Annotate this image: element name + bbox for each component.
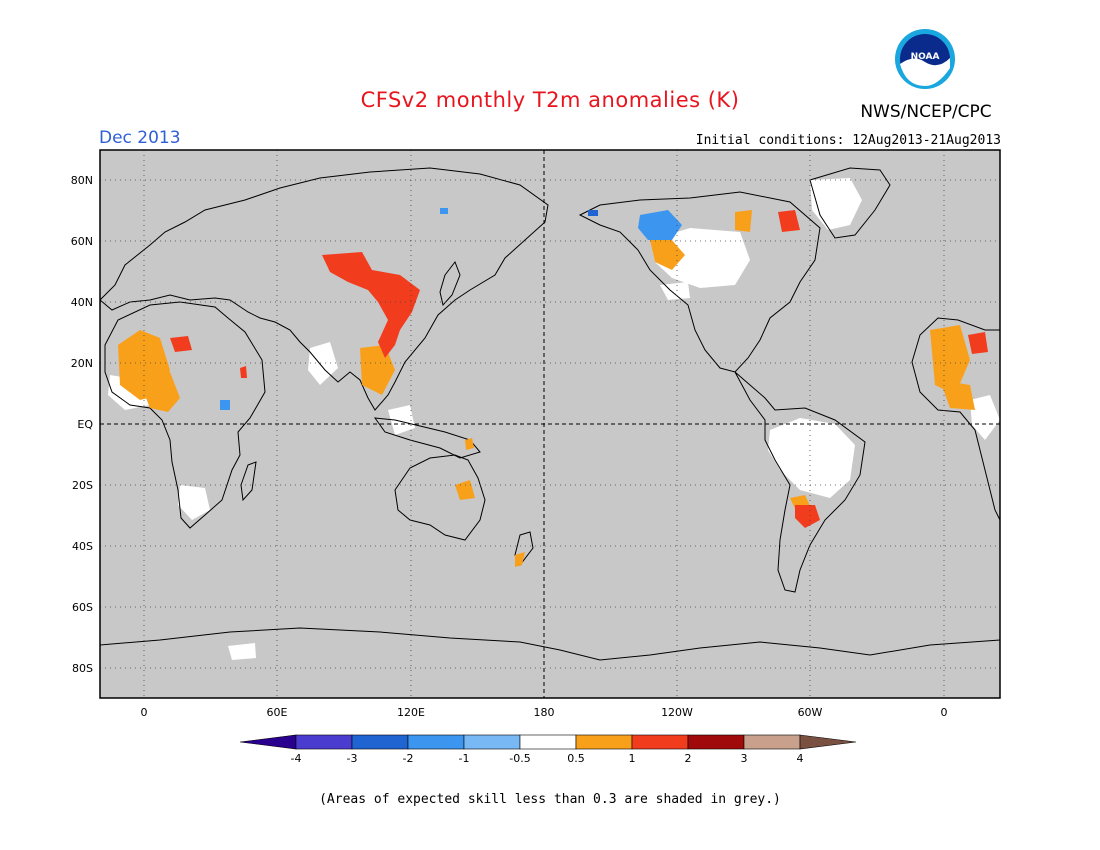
colorbar-swatch [519, 734, 577, 750]
colorbar-arrow-left [239, 734, 297, 750]
lat-label-80n: 80N [71, 174, 93, 187]
lat-label-80s: 80S [72, 662, 93, 675]
initial-conditions-label: Initial conditions: 12Aug2013-21Aug2013 [695, 133, 1001, 148]
colorbar-swatch [575, 734, 633, 750]
colorbar-tick-label: -0.5 [509, 752, 530, 765]
colorbar-tick-label: 4 [797, 752, 804, 765]
lat-label-20s: 20S [72, 479, 93, 492]
colorbar-arrow-right [799, 734, 857, 750]
lon-label-120e: 120E [397, 706, 425, 719]
lat-label-60n: 60N [71, 235, 93, 248]
colorbar-swatch [687, 734, 745, 750]
anomaly-red [170, 210, 988, 528]
colorbar [239, 734, 857, 750]
colorbar-tick-label: -3 [347, 752, 358, 765]
longitude-labels: 0 60E 120E 180 120W 60W 0 [141, 706, 948, 719]
colorbar-tick-label: -1 [459, 752, 470, 765]
svg-text:NOAA: NOAA [911, 52, 940, 62]
colorbar-labels: -4 -3 -2 -1 -0.5 0.5 1 2 3 4 [291, 752, 804, 765]
lat-label-40n: 40N [71, 296, 93, 309]
colorbar-swatch [351, 734, 409, 750]
lat-label-eq: EQ [77, 418, 93, 431]
anomaly-dark-blue [588, 210, 598, 216]
latitude-labels: 80N 60N 40N 20N EQ 20S 40S 60S 80S [71, 174, 94, 675]
colorbar-tick-label: -4 [291, 752, 302, 765]
colorbar-swatch [631, 734, 689, 750]
lat-label-20n: 20N [71, 357, 93, 370]
colorbar-swatch [463, 734, 521, 750]
colorbar-tick-label: 2 [685, 752, 692, 765]
lon-label-120w: 120W [661, 706, 693, 719]
colorbar-tick-label: -2 [403, 752, 414, 765]
noaa-logo: NOAA [894, 28, 956, 90]
colorbar-tick-label: 0.5 [567, 752, 585, 765]
colorbar-swatch [295, 734, 353, 750]
colorbar-swatch [407, 734, 465, 750]
colorbar-tick-label: 3 [741, 752, 748, 765]
agency-label: NWS/NCEP/CPC [860, 102, 992, 122]
colorbar-swatch [743, 734, 801, 750]
valid-month-label: Dec 2013 [99, 128, 181, 148]
grid-lines [100, 150, 1000, 698]
lon-label-0-left: 0 [141, 706, 148, 719]
colorbar-tick-label: 1 [629, 752, 636, 765]
lat-label-40s: 40S [72, 540, 93, 553]
equator-dateline [100, 150, 1000, 698]
lon-label-60w: 60W [798, 706, 823, 719]
lon-label-60e: 60E [267, 706, 288, 719]
chart-title: CFSv2 monthly T2m anomalies (K) [360, 88, 740, 112]
lon-label-0-right: 0 [941, 706, 948, 719]
white-regions [108, 178, 1000, 660]
skill-footnote: (Areas of expected skill less than 0.3 a… [319, 792, 781, 807]
lon-label-180: 180 [534, 706, 555, 719]
map-frame [99, 149, 1001, 699]
lat-label-60s: 60S [72, 601, 93, 614]
anomaly-blue [220, 208, 682, 410]
map-layers [100, 150, 1000, 698]
